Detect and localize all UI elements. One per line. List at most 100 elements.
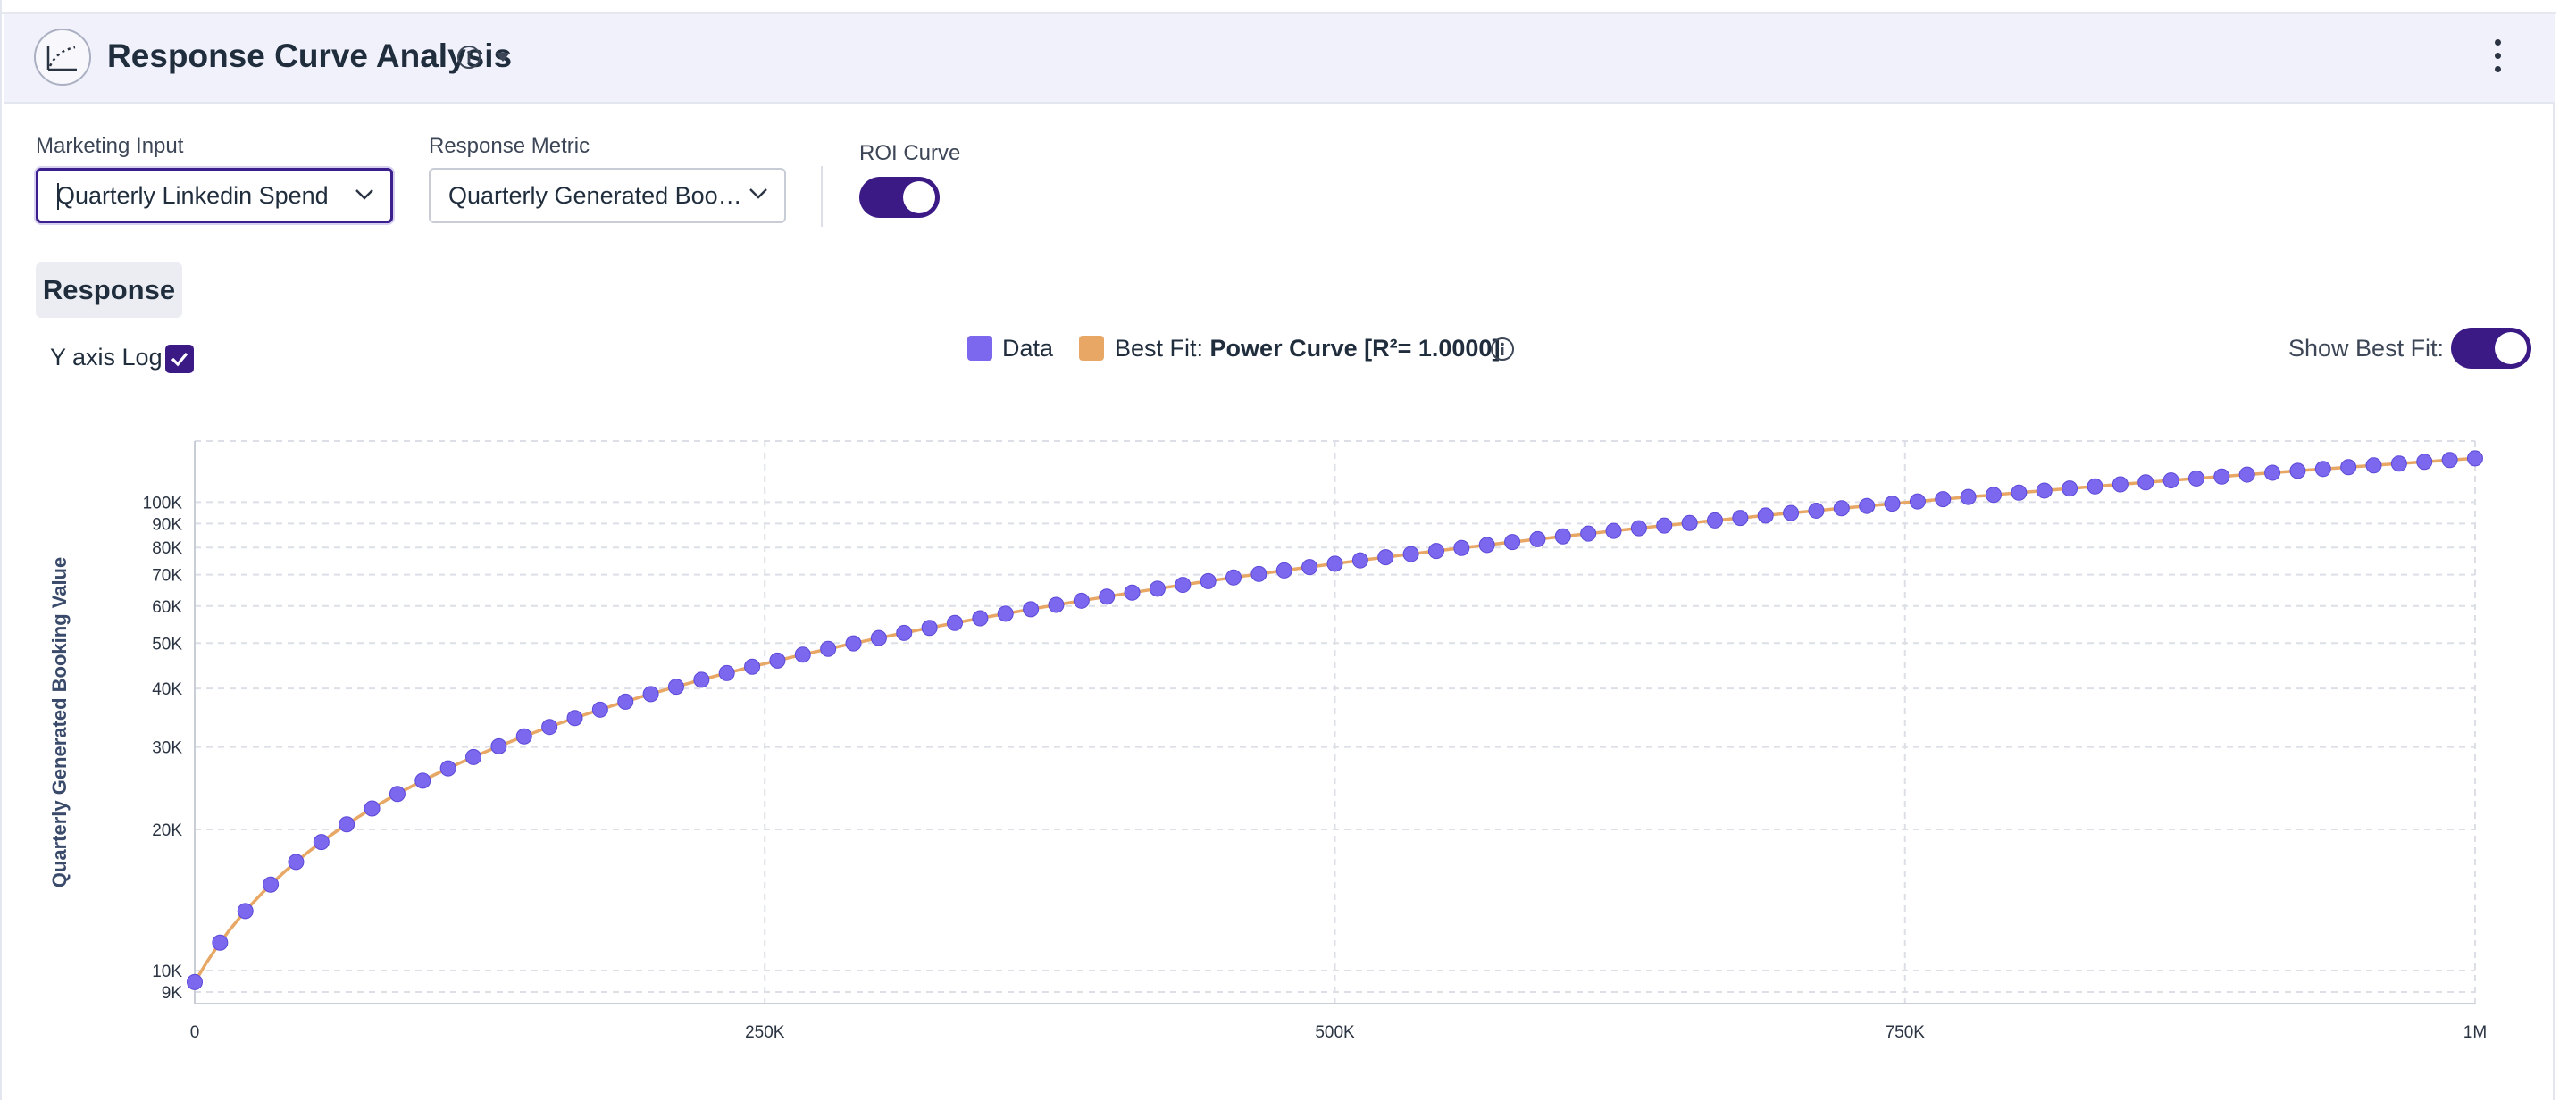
data-point (744, 658, 761, 675)
x-tick-label: 0 (190, 1023, 200, 1042)
data-point (718, 664, 735, 681)
y-tick-label: 9K (162, 984, 183, 1003)
x-tick-label: 1M (2463, 1023, 2487, 1042)
data-point (1833, 500, 1850, 517)
data-point (414, 772, 431, 789)
legend-fit-entry[interactable]: Best Fit: Power Curve [R²= 1.0000] (1115, 335, 1500, 362)
data-point (2416, 454, 2433, 471)
data-point (1681, 514, 1698, 531)
text-cursor (57, 183, 59, 210)
response-curve-icon (34, 29, 91, 86)
legend-fit-swatch (1079, 336, 1104, 361)
data-point (1326, 555, 1343, 572)
data-point (2365, 457, 2382, 474)
show-best-fit-label: Show Best Fit: (2288, 335, 2445, 362)
data-point (364, 800, 381, 817)
x-tick-label: 750K (1886, 1023, 1926, 1042)
data-point (1757, 507, 1774, 524)
data-point (1149, 580, 1166, 597)
y-tick-label: 100K (143, 494, 183, 512)
data-point (2466, 450, 2483, 467)
data-point (1073, 592, 1090, 609)
legend-fit-prefix: Best Fit: (1115, 335, 1204, 362)
data-point (1250, 565, 1267, 582)
toggle-knob (2495, 332, 2527, 364)
data-point (566, 710, 583, 727)
data-point (187, 973, 203, 990)
response-chart: 9K 10K 20K 30K 40K 50K 60K 70K 80K 90K 100K 0 250K 50… (48, 440, 2487, 1042)
data-point (1529, 530, 1546, 547)
data-point (845, 635, 862, 652)
data-point (2162, 472, 2179, 489)
data-point (1200, 572, 1217, 589)
data-point (693, 671, 710, 688)
page-title: Response Curve Analysis (107, 38, 513, 74)
data-point (997, 605, 1014, 622)
data-point (2187, 470, 2204, 487)
data-point (642, 686, 659, 703)
panel-header: Response Curve Analysis (4, 14, 2555, 104)
legend-data-swatch (967, 336, 992, 361)
data-point (1504, 534, 1521, 551)
caret-down-icon[interactable] (495, 52, 511, 62)
marketing-input-select[interactable]: Quarterly Linkedin Spend (36, 168, 393, 223)
data-point (1783, 504, 1800, 521)
y-tick-label: 60K (152, 598, 182, 617)
data-point (896, 624, 913, 641)
legend-data-label[interactable]: Data (1002, 335, 1054, 362)
x-tick-label: 500K (1315, 1023, 1355, 1042)
data-point (769, 652, 786, 669)
roi-curve-toggle[interactable] (859, 177, 940, 218)
data-point (2036, 482, 2053, 499)
legend-fit-label: Power Curve [R²= 1.0000] (1209, 335, 1501, 362)
data-point (263, 876, 280, 893)
data-point (1023, 601, 1040, 618)
data-point (1706, 512, 1723, 529)
data-point (1048, 596, 1065, 613)
data-point (389, 786, 406, 803)
kebab-menu-icon[interactable] (2488, 39, 2506, 79)
data-point (1986, 487, 2003, 504)
data-point (1377, 549, 1394, 566)
data-point (820, 640, 837, 657)
data-point (288, 854, 305, 871)
response-metric-label: Response Metric (429, 134, 590, 158)
data-point (1351, 552, 1368, 569)
info-icon[interactable] (456, 45, 481, 70)
data-point (2137, 474, 2154, 491)
data-point (1935, 491, 1952, 508)
data-point (921, 620, 938, 637)
marketing-input-value: Quarterly Linkedin Spend (56, 182, 329, 209)
y-tick-label: 50K (152, 635, 182, 654)
response-metric-select[interactable]: Quarterly Generated Boo… (429, 168, 786, 223)
data-point (1884, 496, 1901, 512)
data-point (212, 934, 229, 951)
data-point (2062, 480, 2078, 497)
data-point (313, 834, 330, 851)
data-point (2011, 484, 2028, 501)
top-strip (2, 0, 2556, 14)
fit-info-icon[interactable] (1490, 337, 1515, 362)
data-point (1478, 537, 1495, 554)
data-point (1225, 569, 1242, 586)
data-point (1124, 584, 1141, 601)
x-tick-label: 250K (745, 1023, 785, 1042)
tab-response[interactable]: Response (36, 262, 182, 318)
y-tick-label: 40K (152, 680, 182, 699)
data-point (1960, 488, 1977, 505)
data-point (2238, 466, 2255, 483)
chevron-down-icon (749, 188, 767, 199)
data-point (1656, 517, 1673, 534)
data-point (946, 614, 963, 631)
data-point (2441, 452, 2458, 469)
y-axis-log-checkbox[interactable] (165, 345, 194, 373)
data-point (2289, 462, 2306, 479)
data-point (1453, 539, 1470, 556)
data-point (490, 738, 507, 754)
data-point (1859, 497, 1876, 514)
show-best-fit-toggle[interactable] (2451, 328, 2531, 369)
data-point (515, 728, 532, 745)
data-point (339, 816, 355, 833)
data-point (2264, 464, 2281, 481)
